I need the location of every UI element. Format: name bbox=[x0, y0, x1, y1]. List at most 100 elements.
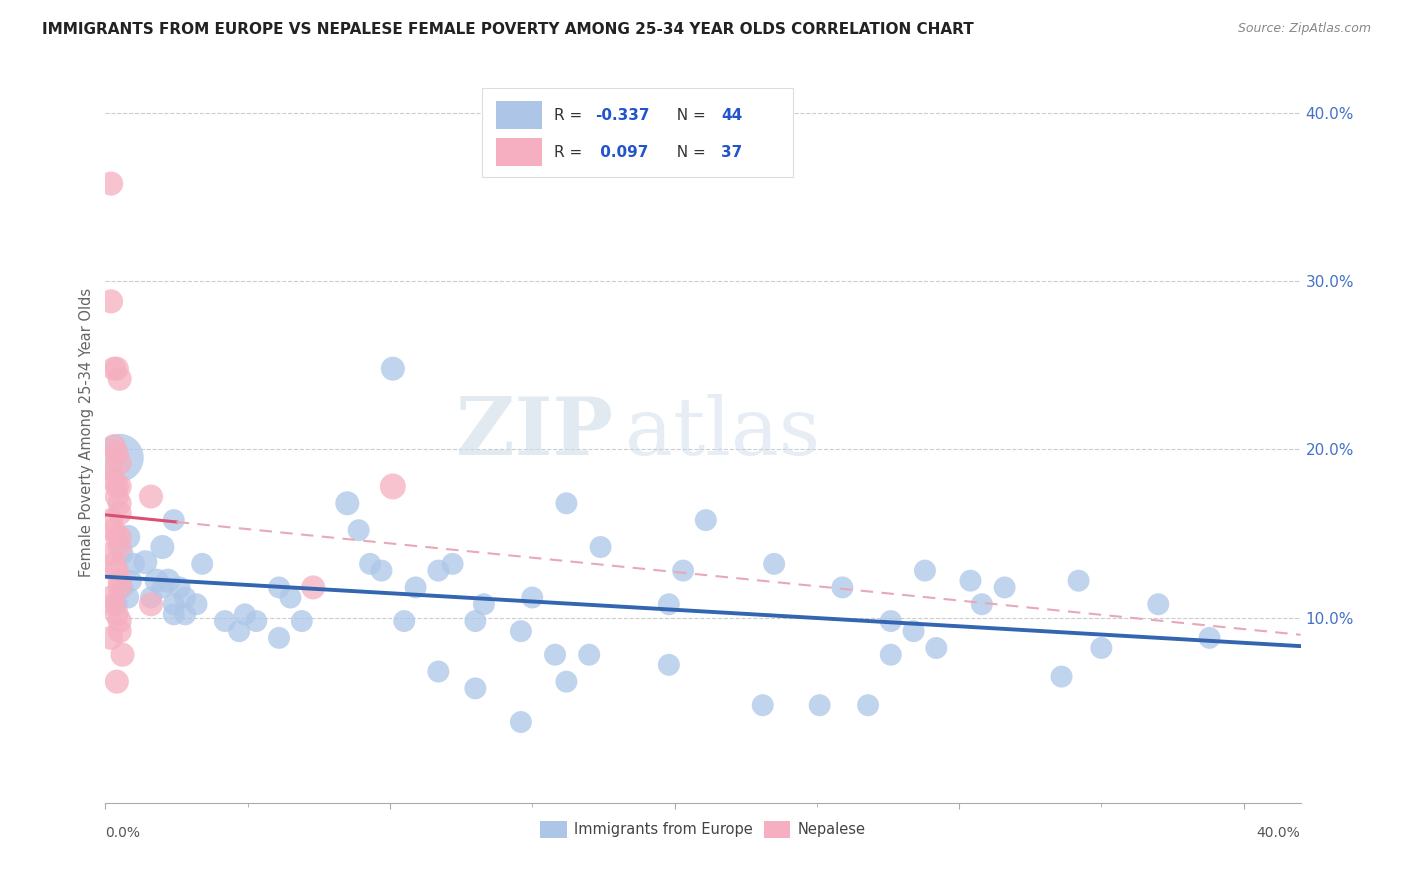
Y-axis label: Female Poverty Among 25-34 Year Olds: Female Poverty Among 25-34 Year Olds bbox=[79, 288, 94, 577]
Point bbox=[370, 564, 392, 578]
Point bbox=[1198, 631, 1220, 645]
Point bbox=[108, 456, 131, 470]
Point bbox=[122, 557, 145, 571]
Point bbox=[509, 714, 531, 729]
Text: IMMIGRANTS FROM EUROPE VS NEPALESE FEMALE POVERTY AMONG 25-34 YEAR OLDS CORRELAT: IMMIGRANTS FROM EUROPE VS NEPALESE FEMAL… bbox=[42, 22, 974, 37]
Point bbox=[108, 540, 131, 554]
Point bbox=[174, 607, 197, 622]
Point bbox=[108, 530, 131, 544]
Point bbox=[150, 540, 173, 554]
Point bbox=[1067, 574, 1090, 588]
Point bbox=[108, 574, 131, 588]
Point bbox=[105, 564, 128, 578]
Point bbox=[100, 631, 122, 645]
Text: 44: 44 bbox=[721, 108, 742, 122]
Point bbox=[280, 591, 302, 605]
Point bbox=[856, 698, 879, 713]
Point bbox=[970, 597, 993, 611]
Point bbox=[111, 581, 134, 595]
Point bbox=[589, 540, 612, 554]
Point bbox=[1147, 597, 1170, 611]
Point bbox=[105, 361, 128, 376]
Point bbox=[103, 439, 125, 453]
Point bbox=[105, 446, 128, 460]
Point bbox=[105, 479, 128, 493]
Point bbox=[108, 450, 131, 465]
Text: N =: N = bbox=[666, 108, 711, 122]
Point bbox=[100, 294, 122, 309]
Point bbox=[831, 581, 853, 595]
Point bbox=[427, 665, 450, 679]
Point bbox=[134, 555, 156, 569]
Point bbox=[169, 581, 191, 595]
Text: 0.0%: 0.0% bbox=[105, 827, 141, 840]
Point bbox=[117, 530, 139, 544]
Point bbox=[214, 614, 236, 628]
Point bbox=[108, 496, 131, 510]
Point bbox=[145, 574, 167, 588]
Point bbox=[139, 597, 162, 611]
Point bbox=[108, 624, 131, 639]
Point bbox=[163, 597, 186, 611]
Point bbox=[103, 523, 125, 537]
Point bbox=[1090, 640, 1112, 655]
Point bbox=[103, 361, 125, 376]
Point bbox=[100, 462, 122, 476]
Point bbox=[336, 496, 359, 510]
Text: 37: 37 bbox=[721, 145, 742, 160]
Point bbox=[174, 591, 197, 605]
Text: R =: R = bbox=[554, 145, 586, 160]
Point bbox=[302, 581, 325, 595]
Point bbox=[233, 607, 256, 622]
Point bbox=[105, 530, 128, 544]
Point bbox=[544, 648, 567, 662]
Text: 0.097: 0.097 bbox=[596, 145, 648, 160]
FancyBboxPatch shape bbox=[482, 88, 793, 178]
Point bbox=[291, 614, 314, 628]
Point bbox=[103, 597, 125, 611]
Point bbox=[381, 479, 404, 493]
Point bbox=[267, 581, 290, 595]
Point bbox=[108, 372, 131, 386]
Point bbox=[245, 614, 267, 628]
Point bbox=[751, 698, 773, 713]
Point bbox=[186, 597, 208, 611]
Point bbox=[108, 479, 131, 493]
Text: -0.337: -0.337 bbox=[596, 108, 650, 122]
Point bbox=[150, 581, 173, 595]
Point bbox=[555, 496, 578, 510]
Point bbox=[392, 614, 416, 628]
Point bbox=[120, 574, 142, 588]
Point bbox=[108, 507, 131, 521]
Point bbox=[163, 607, 186, 622]
Point bbox=[105, 607, 128, 622]
Point bbox=[472, 597, 495, 611]
Point bbox=[464, 681, 486, 696]
Point bbox=[441, 557, 464, 571]
Point bbox=[359, 557, 381, 571]
Point bbox=[100, 177, 122, 191]
Point bbox=[111, 648, 134, 662]
Point bbox=[959, 574, 981, 588]
Point bbox=[105, 597, 128, 611]
Legend: Immigrants from Europe, Nepalese: Immigrants from Europe, Nepalese bbox=[534, 815, 872, 844]
Point bbox=[163, 513, 186, 527]
Point bbox=[914, 564, 936, 578]
Point bbox=[464, 614, 486, 628]
Point bbox=[695, 513, 717, 527]
FancyBboxPatch shape bbox=[496, 138, 541, 166]
Point bbox=[103, 557, 125, 571]
Point bbox=[267, 631, 290, 645]
Point bbox=[578, 648, 600, 662]
Point bbox=[880, 614, 903, 628]
Point bbox=[117, 591, 139, 605]
Point bbox=[427, 564, 450, 578]
Point bbox=[105, 490, 128, 504]
Point bbox=[100, 547, 122, 561]
Point bbox=[105, 674, 128, 689]
Point bbox=[347, 523, 370, 537]
Point bbox=[509, 624, 531, 639]
Point bbox=[672, 564, 695, 578]
Point bbox=[100, 591, 122, 605]
Point bbox=[522, 591, 544, 605]
